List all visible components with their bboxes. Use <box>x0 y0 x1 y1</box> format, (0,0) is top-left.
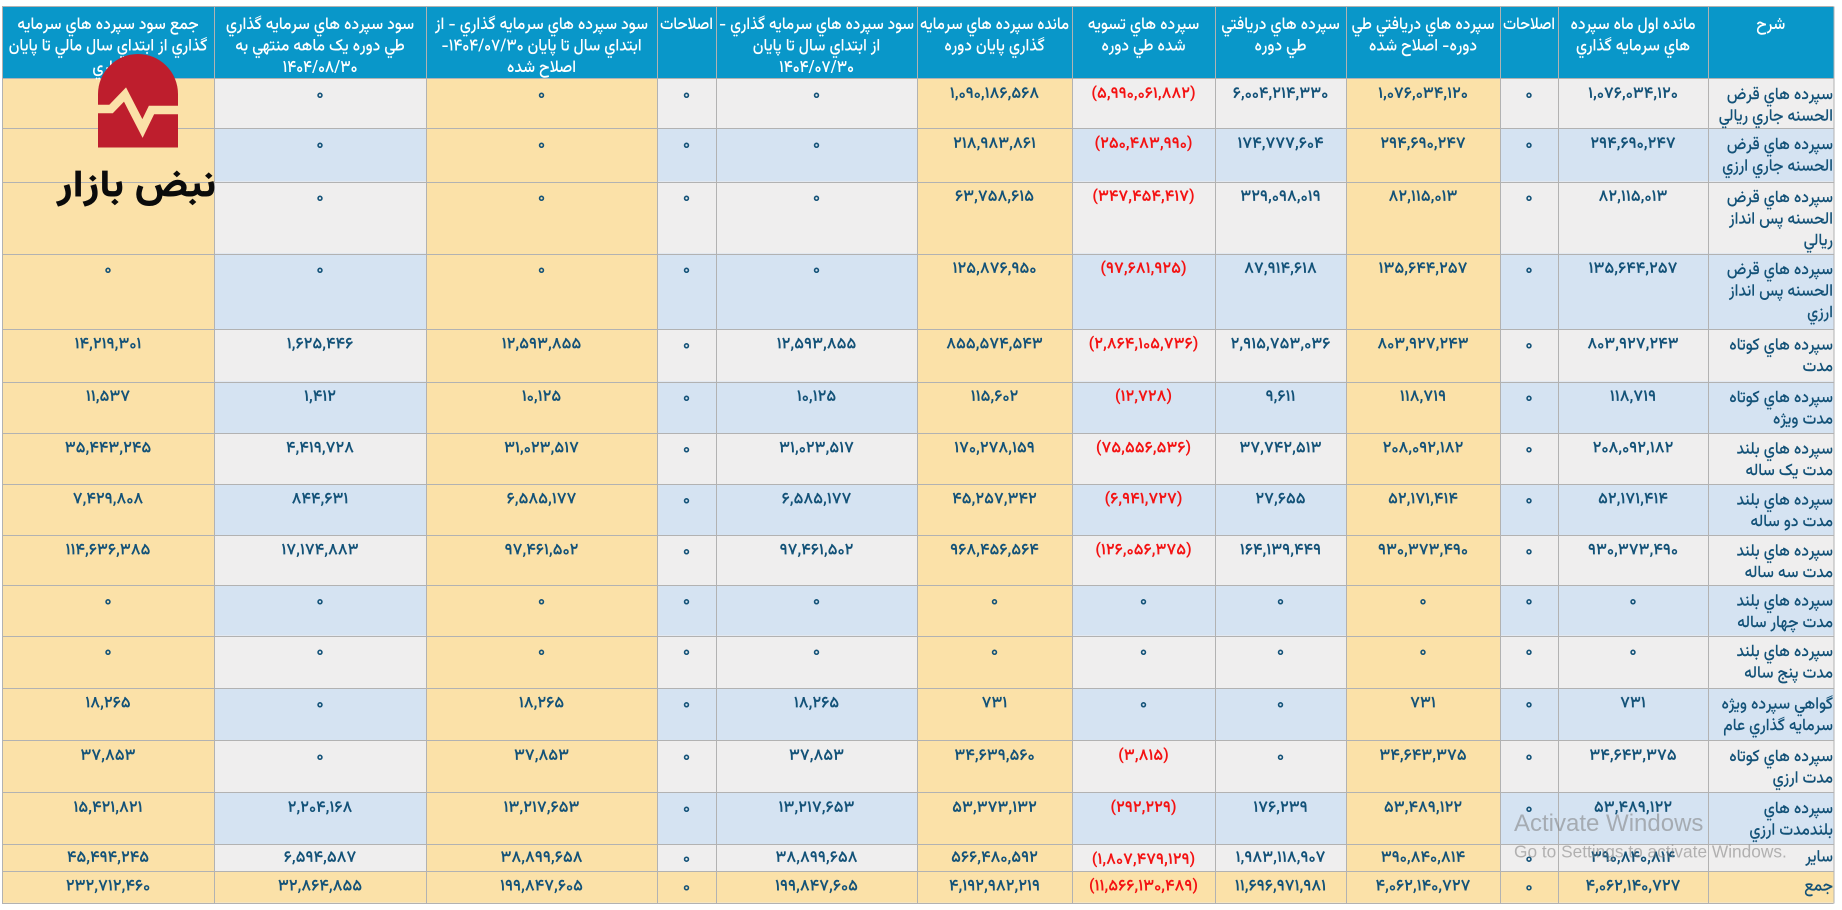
svg-text:Go to Settings to activate Win: Go to Settings to activate Windows. <box>1514 842 1787 862</box>
svg-text:Activate Windows: Activate Windows <box>1514 810 1703 837</box>
